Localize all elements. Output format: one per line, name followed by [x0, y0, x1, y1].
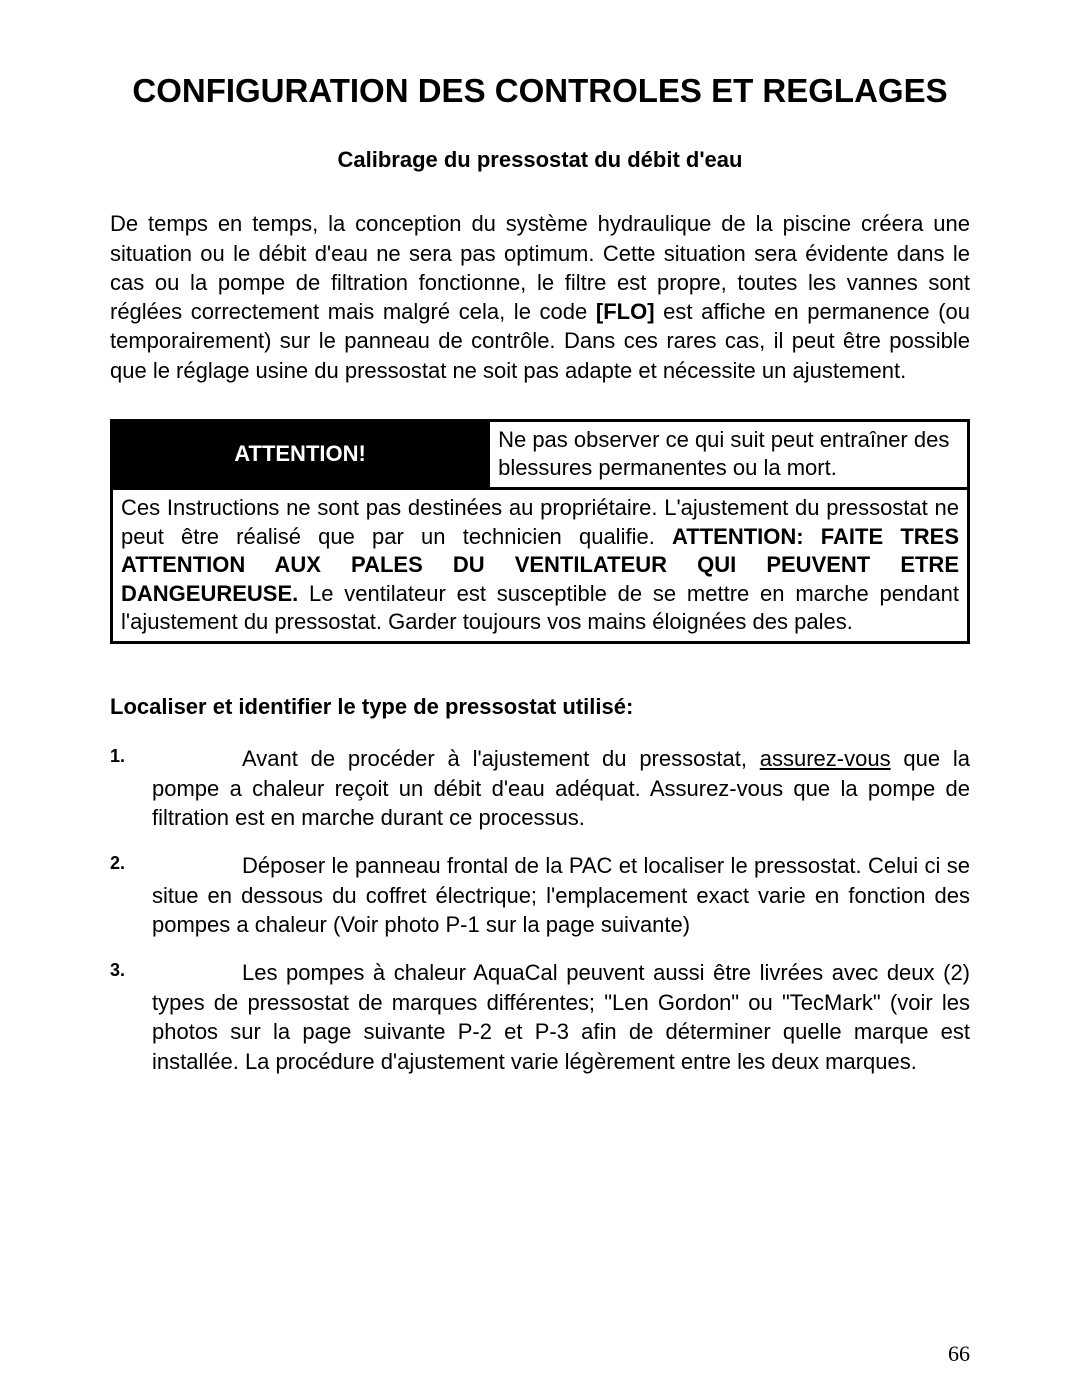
section-subtitle: Calibrage du pressostat du débit d'eau: [110, 147, 970, 173]
list-marker: 3.: [110, 958, 125, 982]
list-heading: Localiser et identifier le type de press…: [110, 694, 970, 720]
intro-paragraph: De temps en temps, la conception du syst…: [110, 209, 970, 385]
attention-label: ATTENTION!: [112, 420, 489, 488]
flo-code: [FLO]: [596, 299, 655, 324]
list-item: 2. Déposer le panneau frontal de la PAC …: [110, 851, 970, 940]
list-item: 1. Avant de procéder à l'ajustement du p…: [110, 744, 970, 833]
list-text-pre: Déposer le panneau frontal de la PAC et …: [152, 853, 970, 937]
list-marker: 1.: [110, 744, 125, 768]
page-number: 66: [948, 1341, 970, 1367]
attention-body: Ces Instructions ne sont pas destinées a…: [112, 488, 969, 642]
page-title: CONFIGURATION DES CONTROLES ET REGLAGES: [110, 70, 970, 111]
instruction-list: 1. Avant de procéder à l'ajustement du p…: [110, 744, 970, 1077]
list-item: 3. Les pompes à chaleur AquaCal peuvent …: [110, 958, 970, 1077]
list-text-pre: Avant de procéder à l'ajustement du pres…: [242, 746, 760, 771]
list-marker: 2.: [110, 851, 125, 875]
list-text-underline: assurez-vous: [760, 746, 891, 771]
document-page: CONFIGURATION DES CONTROLES ET REGLAGES …: [0, 0, 1080, 1397]
list-text-pre: Les pompes à chaleur AquaCal peuvent aus…: [152, 960, 970, 1074]
attention-box: ATTENTION! Ne pas observer ce qui suit p…: [110, 419, 970, 644]
attention-header-text: Ne pas observer ce qui suit peut entraîn…: [489, 420, 969, 488]
